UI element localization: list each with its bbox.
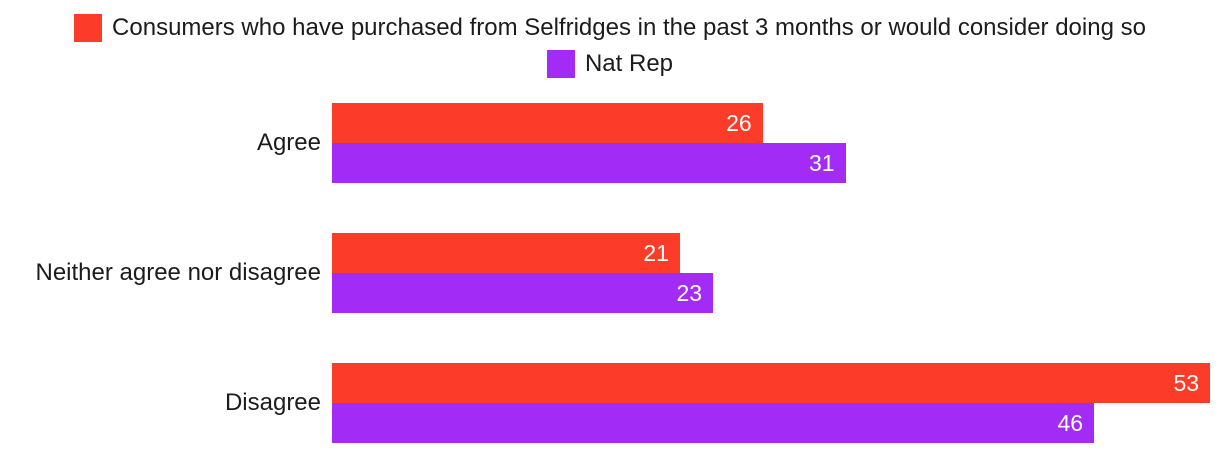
bar-value-label: 26 bbox=[726, 109, 752, 136]
bar-value-label: 31 bbox=[808, 149, 835, 176]
legend-swatch-red-icon bbox=[74, 14, 103, 42]
bar-selfridges-buyers: 26 bbox=[332, 103, 763, 143]
bar-nat-rep: 46 bbox=[332, 403, 1095, 443]
chart-row: Agree 26 31 bbox=[0, 103, 1220, 183]
chart-row: Disagree 53 46 bbox=[0, 363, 1220, 443]
legend-label: Nat Rep bbox=[584, 50, 674, 77]
legend-swatch-purple-icon bbox=[546, 50, 575, 78]
bar-value-label: 46 bbox=[1057, 409, 1084, 436]
bar-nat-rep: 23 bbox=[332, 273, 714, 313]
legend-line-2: Nat Rep bbox=[546, 50, 674, 78]
chart-row: Neither agree nor disagree 21 23 bbox=[0, 233, 1220, 313]
bar-selfridges-buyers: 21 bbox=[332, 233, 680, 273]
category-label: Neither agree nor disagree bbox=[35, 259, 321, 286]
bar-chart-plot-area: Agree 26 31 Neither agree nor disagree 21 23 D… bbox=[0, 103, 1220, 443]
legend-line-1: Consumers who have purchased from Selfri… bbox=[74, 14, 1146, 42]
bar-value-label: 23 bbox=[676, 279, 703, 306]
bar-nat-rep: 31 bbox=[332, 143, 846, 183]
category-label: Disagree bbox=[224, 389, 321, 416]
bar-group: 26 31 bbox=[332, 103, 1220, 183]
category-label: Agree bbox=[256, 129, 321, 156]
bar-value-label: 21 bbox=[643, 239, 669, 266]
bar-selfridges-buyers: 53 bbox=[332, 363, 1211, 403]
bar-value-label: 53 bbox=[1173, 369, 1200, 396]
bar-group: 21 23 bbox=[332, 233, 1220, 313]
legend-label: Consumers who have purchased from Selfri… bbox=[112, 14, 1146, 41]
legend-item-selfridges-buyers[interactable]: Consumers who have purchased from Selfri… bbox=[74, 14, 1146, 42]
bar-group: 53 46 bbox=[332, 363, 1220, 443]
legend-item-nat-rep[interactable]: Nat Rep bbox=[546, 50, 674, 78]
legend: Consumers who have purchased from Selfri… bbox=[0, 0, 1220, 78]
